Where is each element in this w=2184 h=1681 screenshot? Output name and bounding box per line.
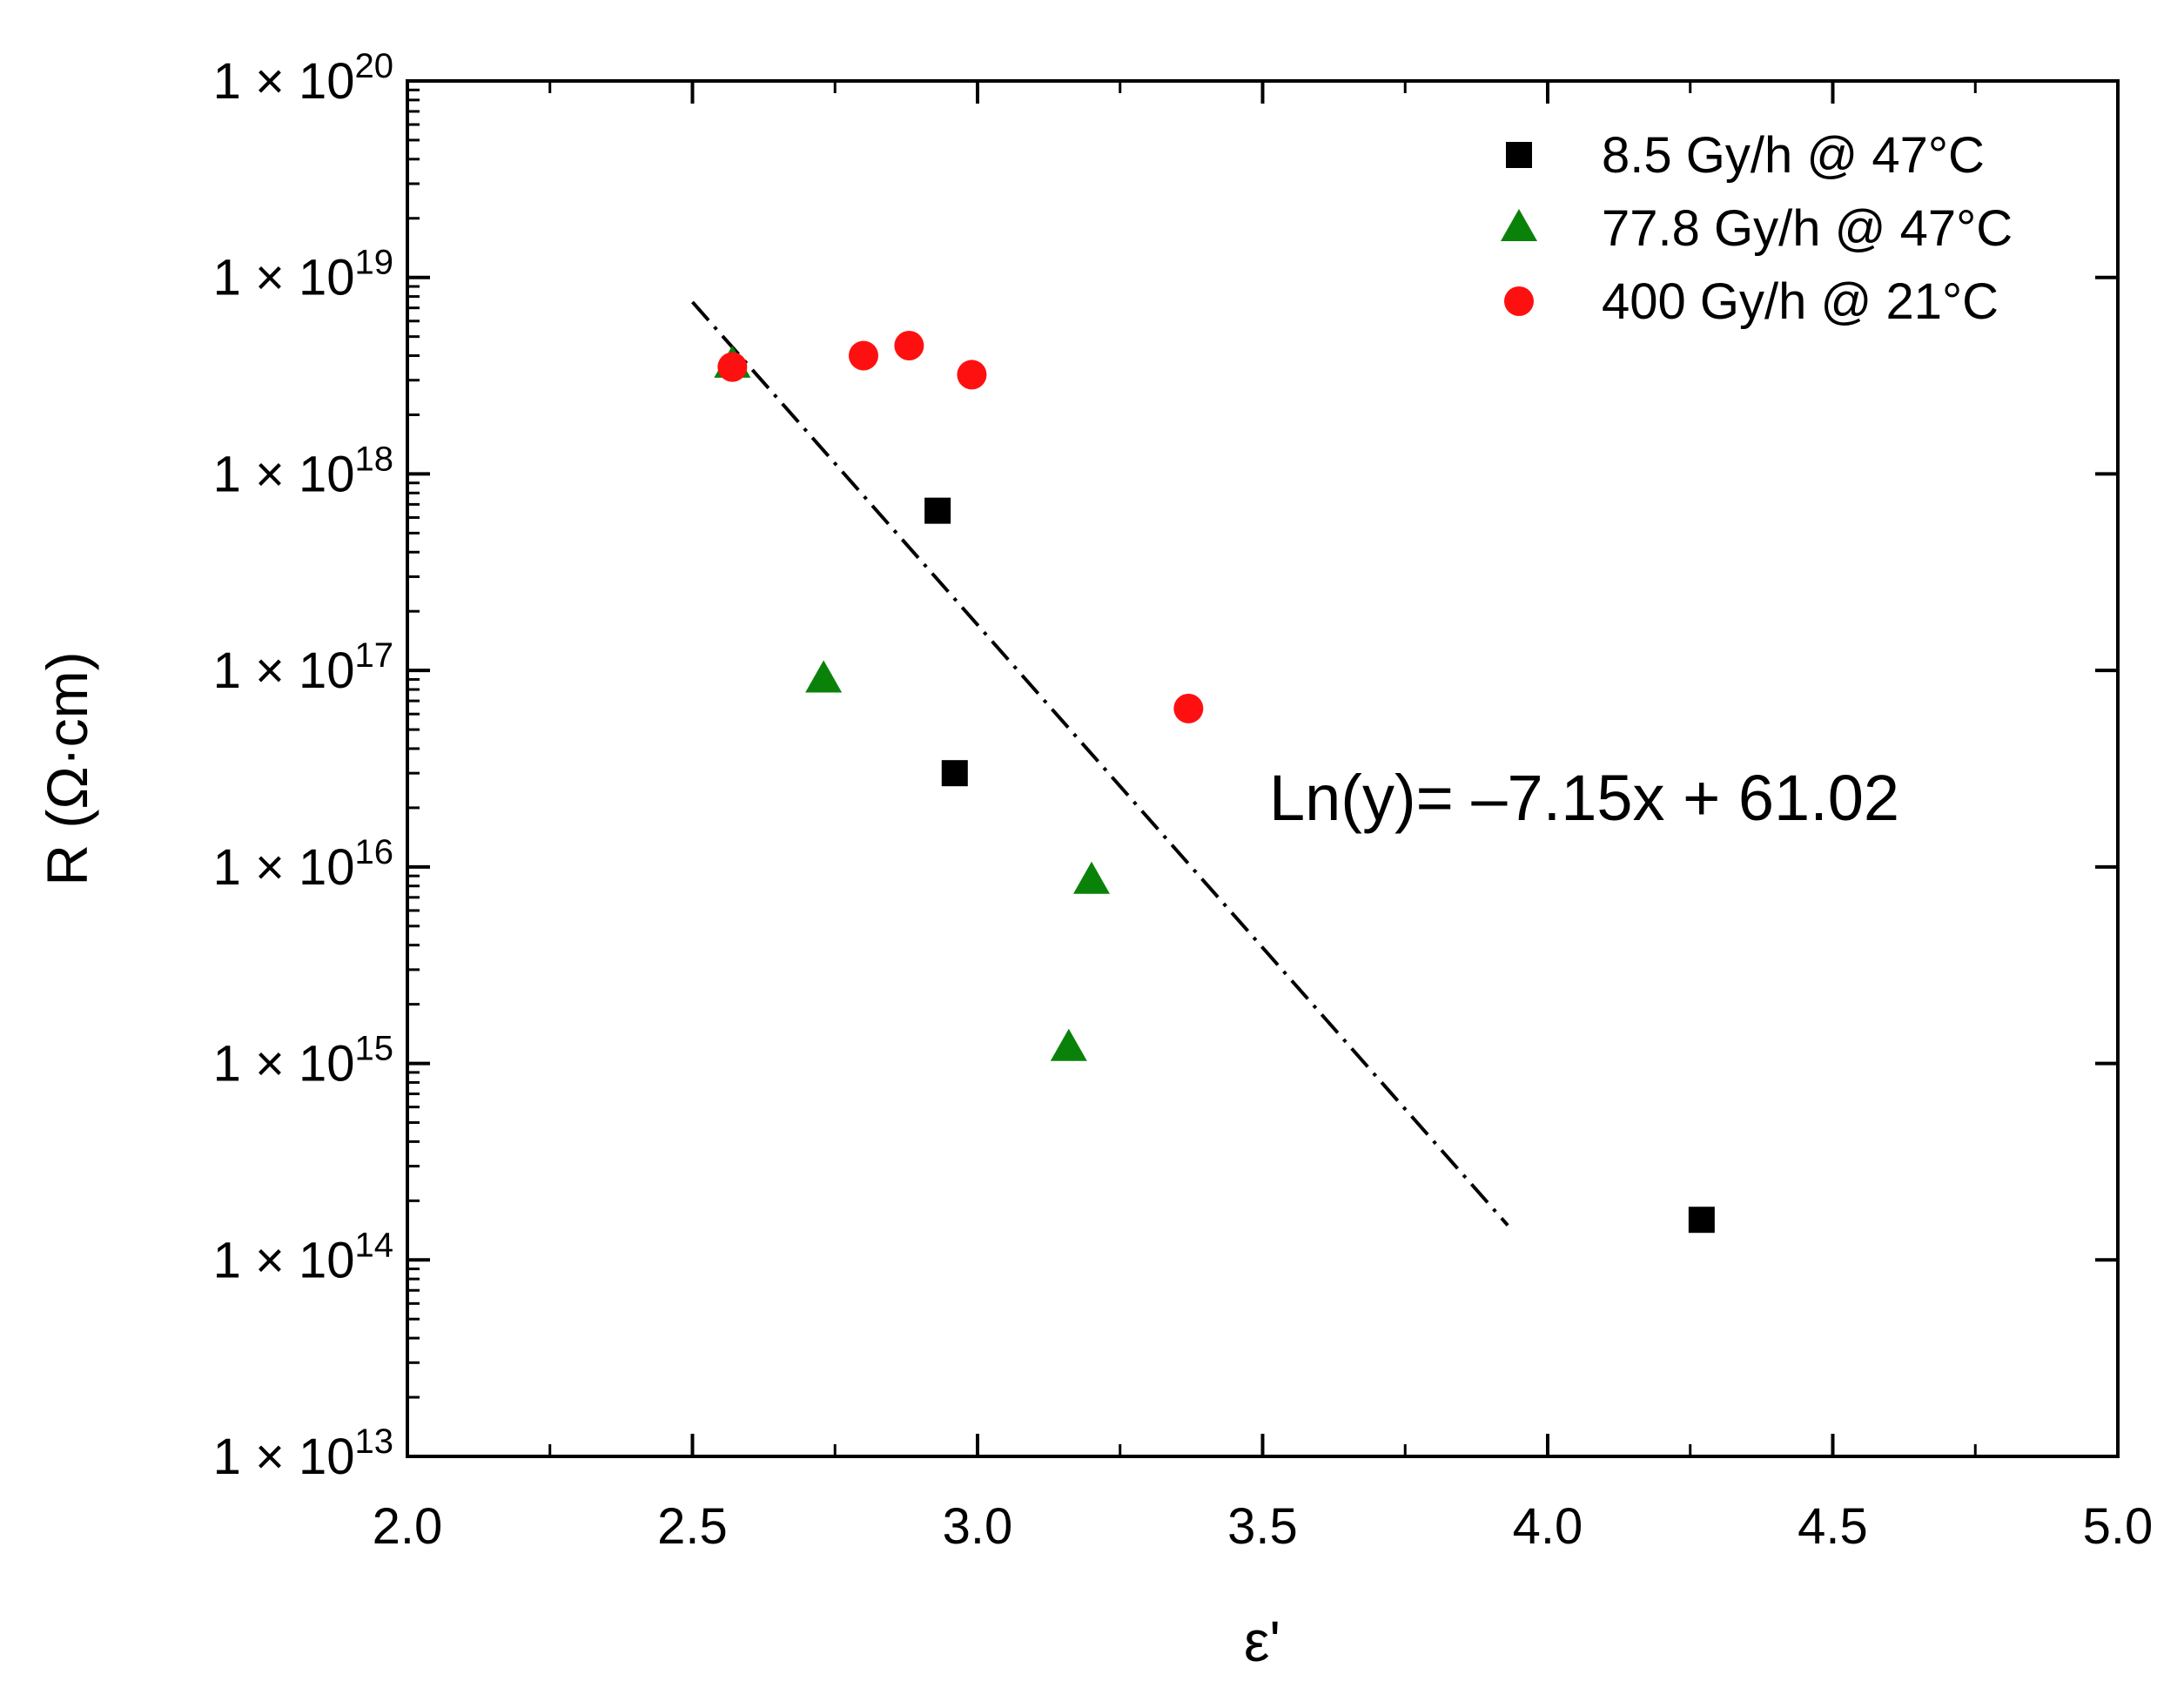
data-markers	[714, 330, 1715, 1234]
fit-equation-annotation: Ln(y)= –7.15x + 61.02	[1269, 762, 1899, 834]
data-point-circle-2	[849, 340, 878, 371]
data-point-triangle-4	[1050, 1028, 1087, 1061]
x-tick-labels: 2.0 2.5 3.0 3.5 4.0 4.5 5.0	[373, 1498, 2154, 1555]
data-point-circle-3	[894, 330, 924, 360]
x-tick-label: 3.5	[1227, 1498, 1298, 1555]
data-point-circle-4	[957, 360, 987, 390]
data-point-triangle-2	[805, 660, 843, 693]
x-tick-label: 3.0	[943, 1498, 1013, 1555]
data-point-square-2	[941, 760, 968, 787]
x-tick-label: 5.0	[2083, 1498, 2154, 1555]
plot-frame	[406, 79, 2120, 1458]
y-tick-label: 1 × 1013	[213, 1422, 393, 1485]
data-point-circle-1	[717, 352, 748, 382]
y-tick-label: 1 × 1018	[213, 440, 393, 502]
legend-label: 77.8 Gy/h @ 47°C	[1602, 200, 2013, 257]
legend-marker-triangle	[1501, 209, 1537, 241]
data-point-triangle-3	[1073, 861, 1110, 894]
legend-label: 400 Gy/h @ 21°C	[1602, 273, 1999, 330]
data-point-square-3	[1688, 1207, 1715, 1234]
y-tick-label: 1 × 1019	[213, 244, 393, 306]
x-axis-title: ε'	[1244, 1609, 1280, 1673]
x-tick-label: 2.5	[657, 1498, 728, 1555]
legend-label: 8.5 Gy/h @ 47°C	[1602, 127, 1985, 184]
y-tick-label: 1 × 1014	[213, 1226, 393, 1288]
y-tick-label: 1 × 1017	[213, 636, 393, 699]
y-tick-label: 1 × 1015	[213, 1030, 393, 1093]
fit-line	[691, 300, 1509, 1227]
y-axis-title: R (Ω·cm)	[35, 651, 99, 885]
x-tick-label: 4.0	[1513, 1498, 1583, 1555]
y-tick-labels: 1 × 1013 1 × 1014 1 × 1015 1 × 1016 1 × 1017…	[213, 47, 393, 1485]
data-point-square-1	[924, 497, 951, 524]
x-tick-label: 2.0	[373, 1498, 443, 1555]
legend: 8.5 Gy/h @ 47°C 77.8 Gy/h @ 47°C 400 Gy/h …	[1501, 127, 2013, 330]
x-tick-label: 4.5	[1798, 1498, 1868, 1555]
legend-marker-circle	[1504, 286, 1534, 316]
y-tick-label: 1 × 1016	[213, 833, 393, 896]
y-tick-label: 1 × 1020	[213, 47, 393, 110]
legend-marker-square	[1506, 142, 1532, 168]
data-point-circle-5	[1173, 693, 1204, 723]
